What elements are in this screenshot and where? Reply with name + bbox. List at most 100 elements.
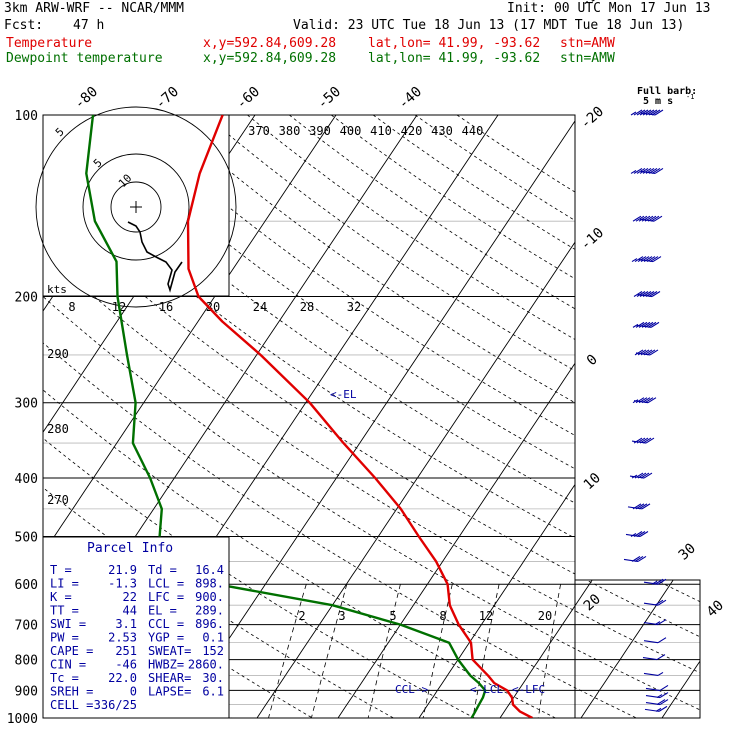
dry-adiabat-line (331, 115, 700, 718)
isotherm-label: -10 (578, 225, 608, 254)
isotherm-line (175, 115, 580, 718)
isotherm-line (661, 115, 700, 718)
temperature-legend-latlon: lat,lon= 41.99, -93.62 (368, 36, 541, 51)
level-annotation: <-LFC (512, 683, 545, 696)
dry-adiabat-line (414, 115, 700, 718)
parcel-value: 289. (195, 604, 224, 618)
hodograph-trace (127, 221, 183, 293)
isotherm-line (256, 115, 661, 718)
barb-legend-line1: Full barb: (637, 86, 697, 97)
wind-barb (632, 215, 663, 222)
isotherm-label: 40 (704, 597, 727, 620)
parcel-value: 896. (195, 617, 224, 631)
parcel-label: T = (50, 563, 72, 577)
parcel-label: EL = (148, 604, 177, 618)
theta-label: 370 (248, 124, 270, 138)
mixing-ratio-label: 8 (439, 609, 446, 623)
mixing-ratio-line (472, 584, 500, 718)
hodograph-tick-label: 28 (300, 300, 314, 314)
parcel-label: SREH = (50, 685, 93, 699)
wind-barb (623, 555, 647, 562)
dry-adiabat-line (163, 115, 700, 718)
parcel-value: 2.53 (108, 631, 137, 645)
pressure-tick-label: 600 (15, 578, 38, 593)
wind-barb (630, 167, 664, 174)
wind-barb (631, 256, 662, 263)
parcel-value: 0.1 (202, 631, 224, 645)
pressure-tick-label: 700 (15, 619, 38, 634)
wind-barb (642, 654, 666, 661)
dry-adiabat-line (456, 115, 700, 718)
parcel-value: 152 (202, 644, 224, 658)
parcel-label: LAPSE= (148, 685, 191, 699)
wind-barb (633, 291, 661, 298)
forecast-hour: 47 h (73, 18, 105, 33)
isotherm-label: -50 (315, 84, 345, 113)
mixing-ratio-label: 12 (479, 609, 493, 623)
parcel-label: LCL = (148, 577, 184, 591)
parcel-label: Td = (148, 563, 177, 577)
dewpoint-legend-name: Dewpoint temperature (6, 51, 163, 66)
level-annotation: <-EL (330, 388, 357, 401)
theta-label: 440 (462, 124, 484, 138)
parcel-label: PW = (50, 631, 79, 645)
theta-label: 400 (340, 124, 362, 138)
theta-label: 410 (370, 124, 392, 138)
mixing-ratio-line (311, 584, 348, 718)
hodograph-units-label: kts (47, 283, 67, 296)
dry-adiabat-line (43, 115, 700, 718)
isotherm-label: -30 (578, 0, 608, 11)
wind-barb (632, 321, 660, 328)
theta-label: 380 (279, 124, 301, 138)
isotherm-line (499, 115, 700, 718)
valid-time: Valid: 23 UTC Tue 18 Jun 13 (17 MDT Tue … (293, 18, 685, 33)
wind-barb (634, 349, 659, 356)
mixing-ratio-label: 2 (298, 609, 305, 623)
parcel-value: 44 (123, 604, 137, 618)
model-title: 3km ARW-WRF -- NCAR/MMM (4, 1, 185, 16)
parcel-value: 16.4 (195, 563, 224, 577)
dry-adiabat-line (205, 115, 700, 718)
mixing-ratio-line (268, 584, 307, 718)
parcel-info-box: Parcel Info T = 21.9 Td = 16.4 LI = -1.3 LCL = 8… (42, 536, 230, 719)
parcel-value: 3.1 (115, 617, 137, 631)
parcel-value: 22 (123, 590, 137, 604)
mixing-ratio-line (367, 584, 401, 718)
dry-adiabat-line (43, 115, 556, 718)
isotherm-line (0, 115, 12, 718)
wind-barb (631, 437, 655, 444)
level-annotations: <-EL CCL-> <-LCL <-LFC (330, 388, 545, 696)
isotherm-line (43, 115, 337, 718)
temperature-profile (186, 115, 533, 718)
parcel-label: CCL = (148, 617, 184, 631)
temperature-legend-station: stn=AMW (560, 36, 615, 51)
wind-barb (643, 637, 667, 644)
dry-adiabat-line (43, 115, 700, 718)
dry-adiabat-line (372, 115, 700, 718)
parcel-value: -1.3 (108, 577, 137, 591)
isotherm-label: -20 (578, 104, 608, 133)
level-annotation: CCL-> (395, 683, 428, 696)
wind-barb (643, 578, 667, 585)
pressure-tick-label: 900 (15, 684, 38, 699)
isotherm-label: 30 (676, 540, 699, 563)
temperature-legend-name: Temperature (6, 36, 93, 51)
isotherm-label: 20 (581, 591, 604, 614)
parcel-value: 0 (130, 685, 137, 699)
pressure-tick-label: 200 (15, 291, 38, 306)
parcel-label: SWEAT= (148, 644, 191, 658)
isotherm-line (337, 115, 700, 718)
pressure-tick-label: 800 (15, 654, 38, 669)
isotherm-label: -80 (72, 84, 102, 113)
wind-barb (629, 472, 653, 479)
hodograph-tick-label: 32 (347, 300, 361, 314)
isotherm-line (580, 115, 700, 718)
theta-label: 290 (47, 347, 69, 361)
temperature-legend-xy: x,y=592.84,609.28 (203, 36, 337, 51)
parcel-label: YGP = (148, 631, 184, 645)
wind-barb (632, 397, 657, 404)
parcel-label: CIN = (50, 658, 86, 672)
wind-barb (627, 503, 651, 510)
